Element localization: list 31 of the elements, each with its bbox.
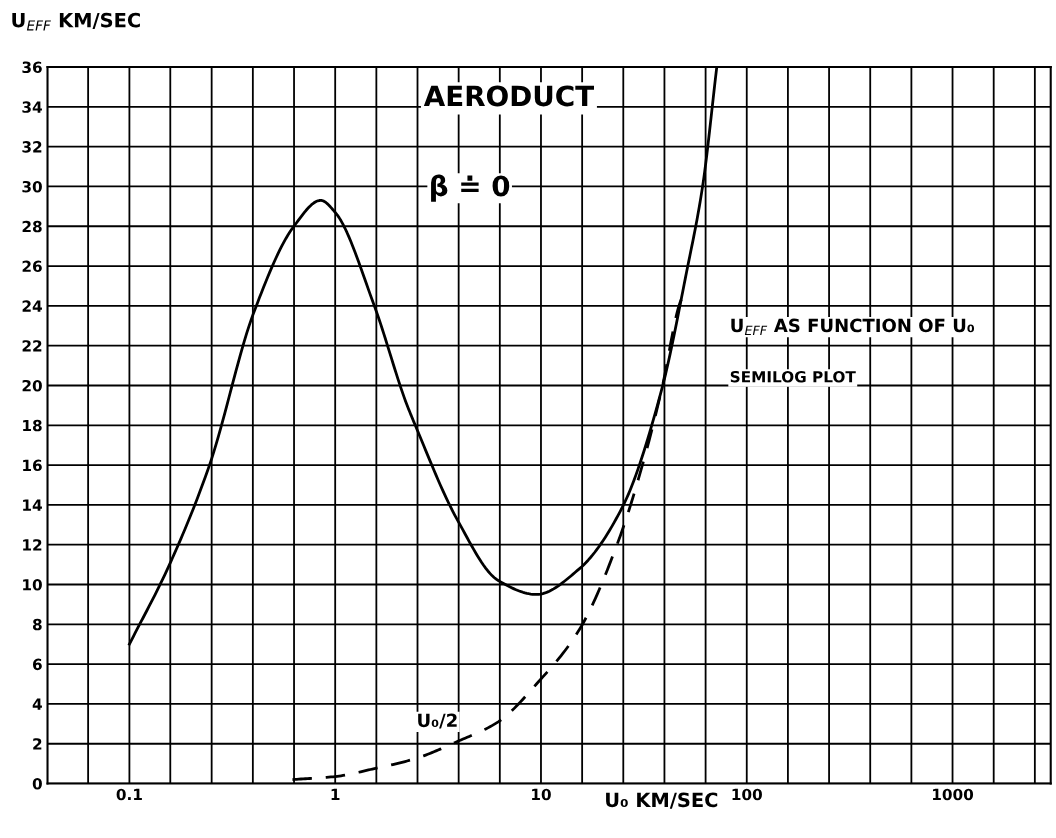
y-tick-label: 2: [33, 738, 42, 750]
y-tick-label: 24: [22, 300, 42, 312]
annotation: β ≐ 0: [431, 174, 510, 202]
y-axis-title: U$_{EFF}$ KM/SEC: [12, 12, 140, 31]
annotation: U$_{EFF}$ AS FUNCTION OF U₀: [731, 318, 975, 335]
y-tick-label: 18: [23, 419, 42, 432]
y-tick-label: 10: [23, 578, 42, 591]
y-tick-label: 36: [22, 61, 42, 74]
x-tick-label: 10: [532, 788, 551, 801]
annotation: SEMILOG PLOT: [730, 370, 856, 383]
y-tick-label: 4: [32, 698, 42, 710]
y-tick-label: 28: [22, 220, 42, 233]
y-tick-label: 34: [22, 101, 42, 113]
y-tick-label: 20: [22, 379, 42, 392]
y-tick-label: 0: [32, 778, 42, 790]
y-tick-label: 6: [32, 658, 42, 671]
text: AERODUCT: [423, 85, 594, 107]
y-tick-label: 26: [22, 260, 42, 273]
y-tick-label: 22: [22, 340, 42, 352]
y-tick-label: 16: [23, 459, 42, 472]
x-axis-title: U₀ KM/SEC: [606, 792, 718, 809]
y-tick-label: 32: [22, 141, 42, 153]
y-tick-label: 14: [23, 499, 42, 511]
x-tick-label: 0.1: [116, 788, 142, 801]
y-tick-label: 12: [23, 539, 42, 551]
x-tick-label: 1: [331, 788, 340, 800]
x-tick-label: 1000: [933, 788, 974, 801]
series-label: U₀/2: [418, 713, 457, 729]
y-tick-label: 8: [32, 618, 42, 631]
x-tick-label: 100: [732, 788, 762, 801]
y-tick-label: 30: [22, 180, 42, 193]
